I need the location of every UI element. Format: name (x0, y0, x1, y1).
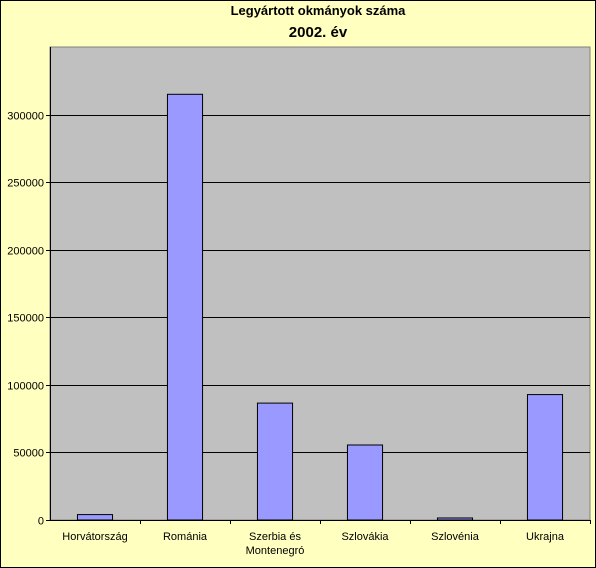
plot-area (49, 46, 591, 521)
x-tick-label: Horvátország (62, 531, 127, 543)
y-tick-label: 50000 (13, 448, 44, 460)
bar (436, 517, 474, 521)
y-tick-label: 200000 (7, 246, 44, 258)
x-tick-label: Ukrajna (526, 531, 565, 543)
chart-subtitle: 2002. év (289, 24, 348, 41)
x-tick-label: Szlovénia (431, 531, 480, 543)
y-tick-label: 300000 (7, 111, 44, 123)
y-tick-label: 250000 (7, 178, 44, 190)
bar (76, 514, 114, 521)
x-tick-label: Románia (163, 531, 208, 543)
y-tick-label: 150000 (7, 313, 44, 325)
x-tick-label: Szerbia és Montenegró (246, 531, 305, 557)
bar (346, 444, 384, 521)
chart-title: Legyártott okmányok száma (231, 3, 407, 18)
y-tick-label: 0 (38, 516, 44, 528)
bar (526, 394, 564, 521)
bar (256, 402, 294, 521)
y-tick-label: 100000 (7, 381, 44, 393)
x-tick-label: Szlovákia (341, 531, 389, 543)
bar (166, 93, 204, 521)
